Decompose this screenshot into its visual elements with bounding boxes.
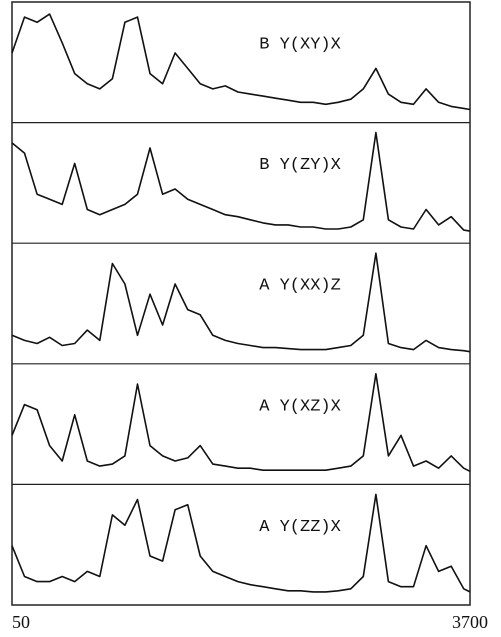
x-tick-label: 50 <box>12 612 30 632</box>
spectrum-line <box>11 131 471 232</box>
spectrum-line <box>11 373 471 473</box>
frame <box>11 1 471 606</box>
spectrum-line <box>11 13 471 111</box>
panel-label: A Y(XZ)X <box>259 397 341 416</box>
x-tick-label: 3700 <box>452 612 488 632</box>
panel-label: B Y(XY)X <box>259 35 341 54</box>
panel-label: A Y(XX)Z <box>259 277 341 296</box>
panel-label: A Y(ZZ)X <box>259 518 341 537</box>
panel-label: B Y(ZY)X <box>259 156 341 175</box>
spectrum-line <box>11 252 471 353</box>
spectrum-line <box>11 493 471 593</box>
